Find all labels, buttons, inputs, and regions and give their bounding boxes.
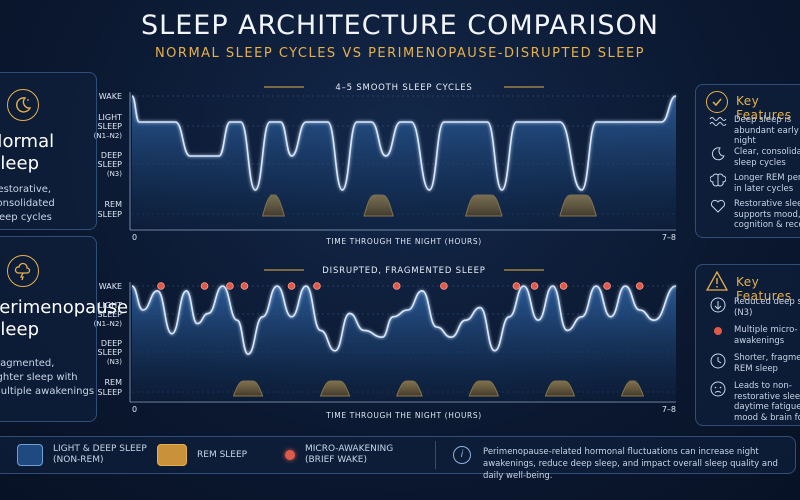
peri-y-tick-label: WAKE bbox=[99, 282, 122, 291]
perimenopause-sleep-panel: Perimenopause Sleep Fragmented, lighter … bbox=[0, 236, 128, 422]
page-subtitle: Normal Sleep Cycles vs Perimenopause-Dis… bbox=[154, 46, 646, 61]
normal-y-tick-label: WAKE bbox=[99, 92, 122, 101]
legend-note: Perimenopause-related hormonal fluctuati… bbox=[483, 447, 778, 481]
peri-features-panel: Key Features Reduced deep sleep (N3) Mul… bbox=[695, 264, 800, 426]
peri-micro-awakening-dot bbox=[200, 282, 209, 290]
normal-features-title: Key Features bbox=[736, 94, 792, 122]
peri-feature-text: Multiple micro-awakenings bbox=[734, 325, 798, 346]
normal-x-label: TIME THROUGH THE NIGHT (HOURS) bbox=[325, 237, 482, 246]
peri-micro-awakening-dot bbox=[440, 282, 448, 290]
normal-feature-text: Restorative sleep supports mood, cogniti… bbox=[734, 199, 800, 230]
peri-x-label: TIME THROUGH THE NIGHT (HOURS) bbox=[325, 411, 482, 420]
normal-sleep-desc: Restorative, consolidated sleep cycles bbox=[0, 184, 55, 223]
normal-y-tick-label: LIGHT bbox=[98, 113, 122, 122]
peri-chart-title: Disrupted, Fragmented Sleep bbox=[322, 266, 485, 276]
peri-micro-awakening-dot bbox=[313, 282, 321, 290]
legend-micro: Micro-Awakening (Brief Wake) bbox=[285, 437, 393, 473]
perimenopause-sleep-label: Perimenopause Sleep bbox=[0, 297, 129, 340]
storm-cloud-icon bbox=[7, 255, 39, 287]
dot-icon bbox=[708, 325, 728, 346]
normal-y-tick-label: DEEP bbox=[101, 151, 122, 160]
legend-light-deep: Light & Deep Sleep (Non-REM) bbox=[17, 437, 147, 473]
clock-icon bbox=[708, 353, 728, 374]
peri-feature-item: Multiple micro-awakenings bbox=[708, 325, 800, 346]
peri-feature-text: Reduced deep sleep (N3) bbox=[734, 297, 800, 318]
legend-micro-label: Micro-Awakening (Brief Wake) bbox=[305, 444, 394, 465]
legend-light-deep-label: Light & Deep Sleep (Non-REM) bbox=[53, 444, 147, 465]
page-title: Sleep Architecture Comparison bbox=[141, 10, 659, 41]
peri-micro-awakening-dot bbox=[559, 282, 568, 290]
peri-micro-awakening-dot bbox=[157, 282, 165, 290]
normal-chart-title: 4–5 Smooth Sleep Cycles bbox=[335, 83, 472, 93]
legend-rem-label: REM Sleep bbox=[197, 449, 248, 460]
moon-stars-icon bbox=[7, 89, 39, 121]
wave-icon bbox=[708, 115, 728, 147]
normal-feature-item: Deep sleep is abundant early in the nigh… bbox=[708, 115, 800, 147]
peri-micro-awakening-dot bbox=[240, 282, 249, 290]
peri-y-tick-label: SLEEP bbox=[98, 388, 123, 397]
peri-micro-awakening-dot bbox=[392, 282, 401, 290]
normal-y-tick-label: (N3) bbox=[107, 170, 122, 178]
down-arrow-icon bbox=[708, 297, 728, 318]
normal-feature-text: Longer REM periods in later cycles bbox=[734, 173, 800, 194]
warning-icon bbox=[705, 270, 729, 295]
peri-wave-area bbox=[132, 286, 676, 400]
face-icon bbox=[708, 381, 728, 423]
peri-micro-awakening-dot bbox=[287, 282, 296, 290]
peri-x-end: 7–8 bbox=[662, 405, 676, 414]
normal-x-end: 7–8 bbox=[662, 233, 676, 242]
peri-feature-item: Shorter, fragmented REM sleep bbox=[708, 353, 800, 374]
normal-y-tick-label: SLEEP bbox=[98, 122, 123, 131]
peri-micro-awakening-dot bbox=[635, 282, 644, 290]
normal-feature-item: Clear, consolidated sleep cycles bbox=[708, 147, 800, 168]
brain-icon bbox=[708, 173, 728, 194]
normal-features-panel: Key Features Deep sleep is abundant earl… bbox=[695, 84, 800, 238]
peri-y-tick-label: SLEEP bbox=[98, 310, 123, 319]
peri-y-tick-label: DEEP bbox=[101, 339, 122, 348]
micro-awakening-swatch bbox=[285, 450, 295, 460]
legend-rem: REM Sleep bbox=[157, 437, 247, 473]
peri-feature-item: Leads to non-restorative sleep, daytime … bbox=[708, 381, 800, 423]
normal-y-tick-label: (N1–N2) bbox=[94, 132, 123, 140]
legend-divider bbox=[435, 441, 436, 469]
peri-y-tick-label: (N3) bbox=[107, 358, 122, 366]
normal-feature-item: Longer REM periods in later cycles bbox=[708, 173, 800, 194]
peri-feature-text: Shorter, fragmented REM sleep bbox=[734, 353, 800, 374]
peri-micro-awakening-dot bbox=[603, 282, 611, 290]
normal-sleep-panel: Normal Sleep Restorative, consolidated s… bbox=[0, 72, 97, 230]
peri-micro-awakening-dot bbox=[530, 282, 539, 290]
peri-y-tick-label: LIGHT bbox=[98, 301, 122, 310]
light-deep-swatch bbox=[17, 444, 43, 466]
info-icon: i bbox=[453, 446, 471, 464]
peri-y-tick-label: SLEEP bbox=[98, 348, 123, 357]
peri-y-tick-label: (N1–N2) bbox=[94, 320, 123, 328]
peri-x-start: 0 bbox=[132, 405, 137, 414]
peri-feature-item: Reduced deep sleep (N3) bbox=[708, 297, 800, 318]
normal-feature-text: Deep sleep is abundant early in the nigh… bbox=[734, 115, 800, 146]
normal-y-tick-label: REM bbox=[104, 200, 122, 209]
normal-sleep-label: Normal Sleep bbox=[0, 131, 55, 174]
normal-y-tick-label: SLEEP bbox=[98, 160, 123, 169]
peri-feature-text: Leads to non-restorative sleep, daytime … bbox=[734, 381, 800, 423]
peri-wave-line bbox=[131, 285, 677, 356]
normal-feature-text: Clear, consolidated sleep cycles bbox=[734, 147, 800, 168]
legend: Light & Deep Sleep (Non-REM) REM Sleep M… bbox=[0, 436, 796, 481]
perimenopause-sleep-desc: Fragmented, lighter sleep with multiple … bbox=[0, 358, 95, 397]
normal-feature-item: Restorative sleep supports mood, cogniti… bbox=[708, 199, 800, 231]
peri-features-title: Key Features bbox=[736, 275, 792, 303]
normal-wave-area bbox=[132, 96, 676, 228]
moon-icon bbox=[708, 147, 728, 168]
peri-y-tick-label: REM bbox=[104, 378, 122, 387]
peri-micro-awakening-dot bbox=[226, 282, 234, 290]
normal-x-start: 0 bbox=[132, 233, 137, 242]
peri-micro-awakening-dot bbox=[512, 282, 521, 290]
heart-icon bbox=[708, 199, 728, 231]
normal-wave-line bbox=[131, 95, 677, 191]
check-circle-icon bbox=[706, 91, 728, 113]
rem-swatch bbox=[157, 444, 187, 466]
normal-y-tick-label: SLEEP bbox=[98, 210, 123, 219]
